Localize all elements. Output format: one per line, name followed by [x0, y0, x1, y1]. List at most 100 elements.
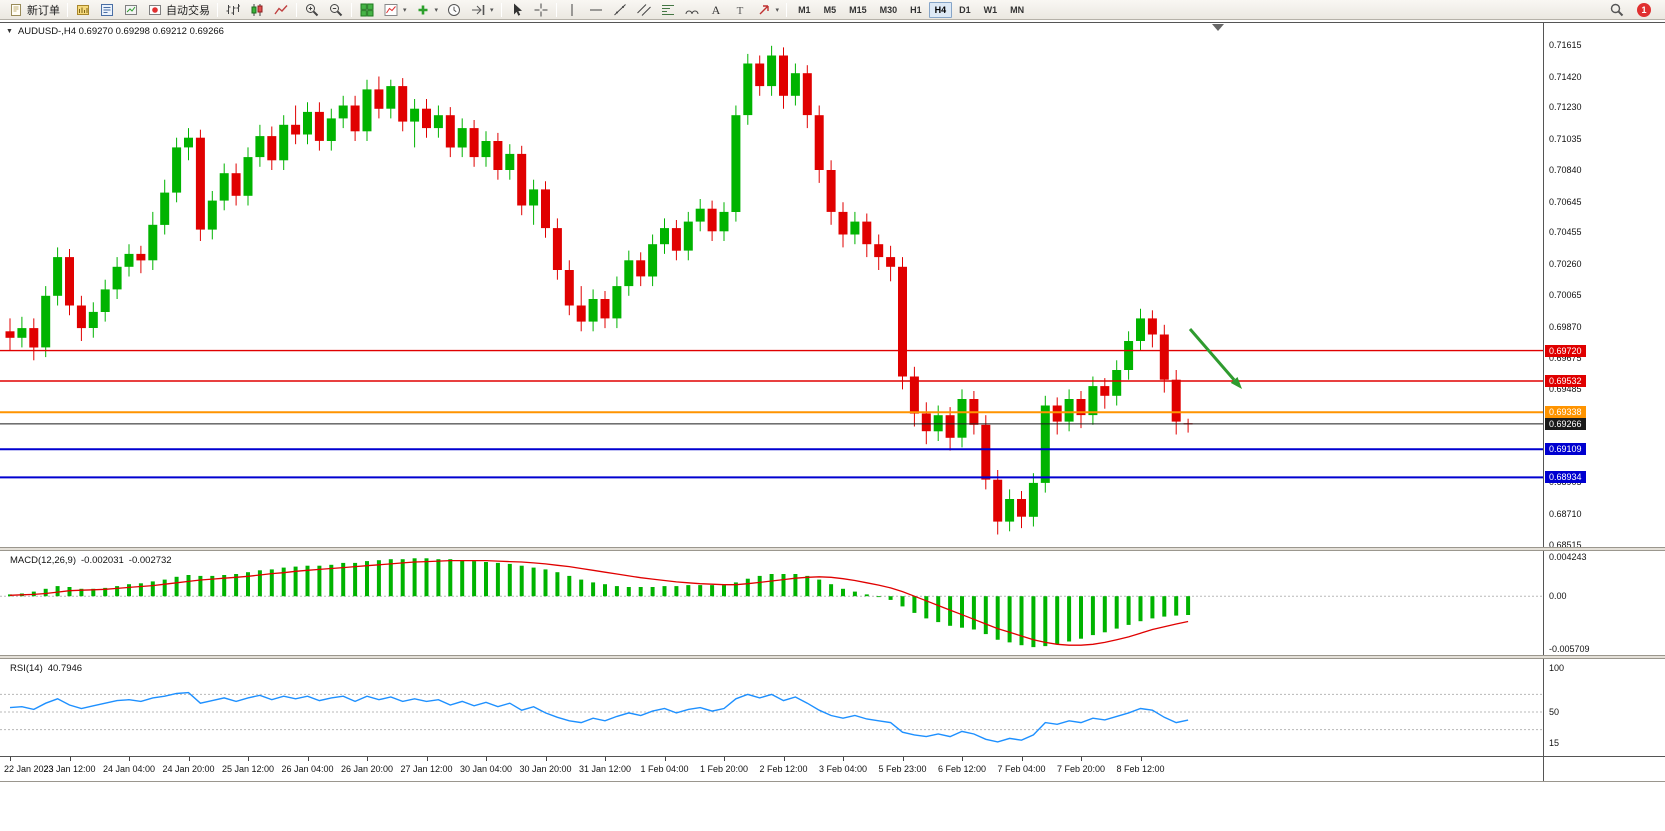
- timeframe-m1[interactable]: M1: [798, 4, 811, 15]
- vertical-line-button[interactable]: [560, 1, 584, 19]
- clock-button[interactable]: [442, 1, 466, 19]
- candle-up: [148, 224, 158, 261]
- macd-axis-label: 0.00: [1549, 591, 1567, 602]
- market-watch-button[interactable]: [95, 1, 119, 19]
- price-level-badge: 0.69109: [1545, 443, 1586, 456]
- indicators-icon: [384, 3, 398, 16]
- candle-down: [755, 63, 765, 87]
- channel-button[interactable]: [632, 1, 656, 19]
- chart-shift-button[interactable]: ▾: [466, 1, 498, 19]
- timeframe-m5[interactable]: M5: [823, 4, 837, 15]
- zoom-out-button[interactable]: [324, 1, 348, 19]
- candle-up: [219, 173, 229, 201]
- candle-down: [909, 376, 919, 414]
- arrows-icon: [759, 4, 769, 14]
- time-scale[interactable]: 22 Jan 2023 23 Jan 12:00 24 Jan 04:00 24 Ja…: [0, 757, 1543, 781]
- chart-shift-marker[interactable]: [1212, 24, 1224, 31]
- label-button[interactable]: T: [728, 1, 752, 19]
- candle-up: [505, 153, 515, 170]
- candle-down: [826, 170, 836, 212]
- time-axis-tick: [10, 757, 11, 761]
- chart-collapse-icon[interactable]: ▼: [6, 28, 13, 35]
- fibonacci-icon: [661, 4, 674, 15]
- timeframe-mn[interactable]: MN: [1010, 4, 1025, 15]
- time-axis-label: 6 Feb 12:00: [937, 764, 987, 774]
- candle-up: [207, 200, 217, 230]
- timeframe-d1[interactable]: D1: [959, 4, 971, 15]
- new-order-button[interactable]: 新订单: [4, 1, 64, 19]
- tile-windows-button[interactable]: [355, 1, 379, 19]
- price-chart-canvas[interactable]: [0, 20, 1543, 547]
- candle-down: [374, 89, 384, 109]
- indicators-button[interactable]: ▾: [379, 1, 411, 19]
- candle-up: [457, 128, 467, 148]
- candlestick-chart-icon: [251, 3, 263, 16]
- price-level-badge: 0.69266: [1545, 417, 1586, 430]
- arrows-button[interactable]: ▾: [752, 1, 784, 19]
- add-indicator-button[interactable]: ▾: [411, 1, 443, 19]
- zoom-in-button[interactable]: [300, 1, 324, 19]
- timeframe-toolbar: M1 M5 M15 M30 H1 H4 D1 W1 MN: [792, 1, 1030, 18]
- notification-badge[interactable]: 1: [1637, 2, 1651, 17]
- chevron-down-icon: ▾: [490, 6, 494, 14]
- macd-main-value: -0.002031: [81, 555, 124, 566]
- label-icon: T: [736, 5, 743, 17]
- candle-down: [1052, 405, 1062, 422]
- drawn-arrow-line[interactable]: [1188, 328, 1236, 381]
- fibonacci-button[interactable]: [656, 1, 680, 19]
- panel-splitter-rsi[interactable]: [0, 655, 1665, 659]
- timeframe-m30[interactable]: M30: [879, 4, 898, 15]
- autotrading-button[interactable]: 自动交易: [143, 1, 214, 19]
- new-order-label: 新订单: [27, 4, 60, 17]
- chart-frame-above-timescale: [0, 756, 1665, 757]
- timeframe-m15[interactable]: M15: [849, 4, 867, 15]
- symbols-button[interactable]: [71, 1, 95, 19]
- price-level-badge: 0.68934: [1545, 471, 1586, 484]
- time-axis-tick: [962, 757, 963, 761]
- rsi-label: RSI(14): [10, 663, 43, 674]
- price-level-badge: 0.69338: [1545, 406, 1586, 419]
- drawn-arrow-head[interactable]: [1230, 377, 1242, 389]
- candle-up: [660, 228, 669, 245]
- time-axis-label: 24 Jan 04:00: [102, 764, 156, 774]
- candle-down: [445, 115, 455, 148]
- candle-up: [767, 55, 777, 87]
- zoom-out-icon: [330, 3, 343, 16]
- timeframe-h4[interactable]: H4: [928, 1, 953, 18]
- trendline-button[interactable]: [608, 1, 632, 19]
- price-axis-label: 0.68710: [1549, 508, 1582, 519]
- timeframe-w1[interactable]: W1: [983, 4, 998, 15]
- terminal-button[interactable]: [119, 1, 143, 19]
- terminal-icon: [125, 4, 137, 15]
- cursor-button[interactable]: [505, 1, 529, 19]
- candle-down: [517, 153, 527, 206]
- timeframe-h1[interactable]: H1: [910, 4, 922, 15]
- candle-up: [112, 266, 122, 290]
- new-order-icon: [11, 3, 21, 16]
- search-button[interactable]: [1605, 1, 1629, 19]
- candle-down: [29, 328, 39, 348]
- text-button[interactable]: A: [704, 1, 728, 19]
- rsi-axis-label: 50: [1549, 707, 1560, 717]
- macd-canvas[interactable]: [0, 551, 1543, 655]
- candlestick-chart-button[interactable]: [245, 1, 269, 19]
- rsi-axis-label: 100: [1549, 663, 1565, 673]
- rsi-axis-label: 15: [1549, 737, 1560, 748]
- time-axis-tick: [724, 757, 725, 761]
- candle-down: [898, 266, 907, 377]
- candle-down: [231, 173, 241, 196]
- horizontal-line-button[interactable]: [584, 1, 608, 19]
- channel-icon: [636, 3, 651, 16]
- cycle-lines-button[interactable]: [680, 1, 704, 19]
- crosshair-button[interactable]: [529, 1, 553, 19]
- line-chart-button[interactable]: [269, 1, 293, 19]
- panel-splitter-macd[interactable]: [0, 547, 1665, 551]
- svg-text:T: T: [736, 5, 743, 17]
- price-scale-column[interactable]: 0.71615 0.71420 0.71230 0.71035 0.70840 0.706…: [1544, 20, 1665, 781]
- price-axis-label: 0.69485: [1549, 383, 1582, 394]
- rsi-canvas[interactable]: [0, 659, 1543, 756]
- rsi-header: RSI(14) 40.7946: [10, 663, 87, 674]
- bars-chart-button[interactable]: [221, 1, 245, 19]
- time-axis-tick: [843, 757, 844, 761]
- time-axis-tick: [486, 757, 487, 761]
